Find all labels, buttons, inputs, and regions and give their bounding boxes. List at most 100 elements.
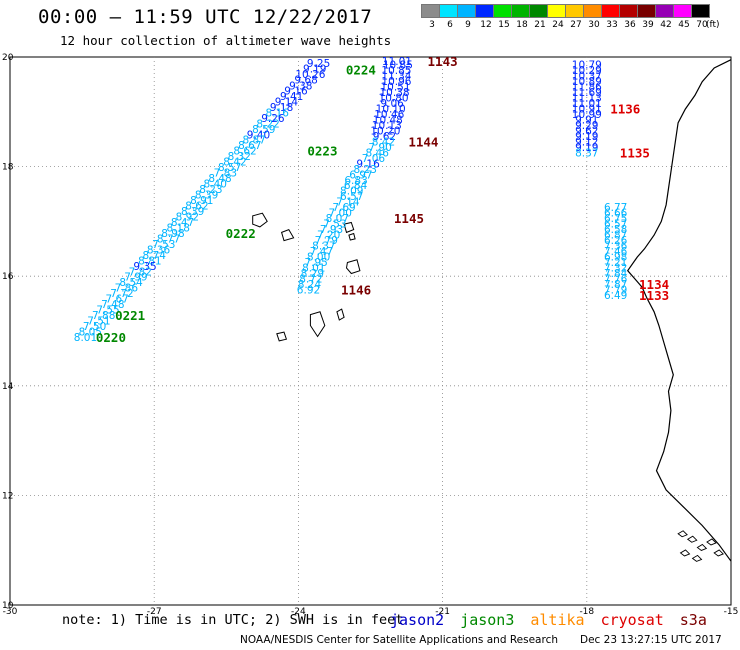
wave-height-value: 7.82 <box>129 266 152 278</box>
wave-height-value: 8.39 <box>181 206 204 218</box>
wave-height-value: 6.77 <box>604 202 627 214</box>
wave-height-value: 7.32 <box>604 262 627 274</box>
wave-height-value: 7.87 <box>604 279 627 291</box>
wave-height-value: 8.72 <box>299 273 322 285</box>
island-outline <box>343 221 355 234</box>
wave-height-value: 11.69 <box>572 87 602 99</box>
island-outline <box>252 212 268 228</box>
wave-height-value: 10.46 <box>374 109 404 121</box>
wave-height-value: 10.29 <box>572 65 602 77</box>
island-outline <box>276 331 288 342</box>
lat-tick-label: 14 <box>2 382 14 392</box>
scale-label: 12 <box>480 20 492 30</box>
scale-label: 21 <box>534 20 546 30</box>
wave-height-value: 10.13 <box>372 120 402 132</box>
wave-height-value: 8.62 <box>233 146 256 158</box>
wave-height-value: 6.75 <box>604 213 627 225</box>
wave-height-value: 8.16 <box>266 107 290 119</box>
island-outline <box>679 549 691 557</box>
lat-tick-label: 12 <box>2 491 13 501</box>
lon-tick-label: -27 <box>147 607 162 617</box>
footer-note: note: 1) Time is in UTC; 2) SWH is in fe… <box>62 612 404 628</box>
scale-label: 6 <box>447 20 453 30</box>
wave-height-value: 9.29 <box>575 120 598 132</box>
wave-height-value: 8.67 <box>238 140 261 152</box>
wave-height-value: 10.51 <box>380 82 410 94</box>
wave-height-value: 10.91 <box>572 104 602 116</box>
wave-height-value: 8.05 <box>79 327 102 339</box>
wave-height-value: 8.40 <box>204 179 227 191</box>
pass-time-label: 0222 <box>226 226 256 241</box>
pass-time-label: 1135 <box>620 145 650 160</box>
chart-subtitle: 12 hour collection of altimeter wave hei… <box>60 33 392 48</box>
satellite-legend: jason2 jason3 altika cryosat s3a <box>390 611 707 629</box>
lon-tick-label: -21 <box>435 607 450 617</box>
wave-height-value: 7.14 <box>336 197 360 209</box>
wave-height-value: 10.85 <box>383 60 413 72</box>
island-outline <box>348 232 356 241</box>
wave-height-value: 6.57 <box>340 191 363 203</box>
chart-title: 00:00 – 11:59 UTC 12/22/2017 <box>38 6 373 28</box>
island-outline <box>677 530 688 538</box>
wave-height-value: 9.16 <box>284 85 308 97</box>
wave-height-value: 7.93 <box>320 224 343 236</box>
wave-height-value: 8.39 <box>195 190 218 202</box>
island-outline <box>309 311 326 338</box>
island-outline <box>280 228 295 242</box>
scale-label: 18 <box>516 20 528 30</box>
wave-height-value: 6.92 <box>297 284 320 296</box>
pass-time-label: 1143 <box>428 54 458 69</box>
island-outline <box>691 554 703 562</box>
wave-height-value: 8.42 <box>372 136 395 148</box>
color-scale-labels: 3 6 9 12 15 18 21 24 27 30 33 36 39 42 45 70 <box>421 20 740 34</box>
wave-height-value: 10.37 <box>572 71 602 83</box>
wave-height-value: 11.13 <box>572 93 602 105</box>
wave-height-value: 7.20 <box>317 230 340 242</box>
wave-height-value: 8.29 <box>301 268 324 280</box>
wave-height-value: 8.09 <box>340 186 363 198</box>
scale-label: 9 <box>465 20 471 30</box>
wave-height-value: 6.26 <box>604 235 628 247</box>
generated-timestamp: Dec 23 13:27:15 UTC 2017 <box>580 634 722 646</box>
lat-tick-label: 16 <box>2 272 14 282</box>
pass-time-label: 1133 <box>639 288 669 303</box>
island-outline <box>686 535 698 543</box>
wave-height-value: 6.57 <box>604 219 627 231</box>
legend-jason3: jason3 <box>460 611 515 629</box>
lon-tick-label: -24 <box>291 607 306 617</box>
scale-label: 24 <box>552 20 564 30</box>
wave-height-value: 8.42 <box>223 157 246 169</box>
wave-height-value: 6.58 <box>604 224 627 236</box>
wave-height-value: 10.89 <box>572 76 602 88</box>
scale-label: 39 <box>642 20 654 30</box>
wave-height-value: 8.48 <box>208 173 231 185</box>
scale-label: 33 <box>606 20 618 30</box>
scale-label: 15 <box>498 20 510 30</box>
wave-height-value: 6.87 <box>604 230 627 242</box>
wave-height-value: 9.12 <box>575 136 598 148</box>
wave-height-value: 9.38 <box>289 80 312 92</box>
wave-height-value: 9.91 <box>575 114 598 126</box>
wave-height-value: 10.20 <box>370 125 400 137</box>
scale-label: 45 <box>678 20 690 30</box>
wave-height-value: 11.01 <box>382 56 412 68</box>
pass-time-label: 1134 <box>639 277 669 292</box>
wave-height-value: 9.19 <box>575 142 598 154</box>
lat-tick-label: 10 <box>2 601 14 611</box>
wave-height-value: 8.01 <box>302 262 325 274</box>
wave-height-value: 8.81 <box>138 255 161 267</box>
wave-height-value: 8.18 <box>167 222 190 234</box>
wave-height-value: 6.66 <box>604 208 628 220</box>
wave-height-value: 9.62 <box>373 131 396 143</box>
wave-height-value: 8.22 <box>256 118 279 130</box>
wave-height-value: 8.46 <box>366 147 390 159</box>
wave-height-value: 6.83 <box>344 175 367 187</box>
credit-line: NOAA/NESDIS Center for Satellite Applica… <box>240 634 558 646</box>
wave-height-value: 8.01 <box>74 332 97 344</box>
wave-height-value: 10.26 <box>295 69 325 81</box>
pass-time-label: 1136 <box>610 102 640 117</box>
wave-height-value: 8.54 <box>119 277 143 289</box>
wave-height-value: 6.98 <box>604 251 627 263</box>
wave-height-value: 7.06 <box>362 153 386 165</box>
